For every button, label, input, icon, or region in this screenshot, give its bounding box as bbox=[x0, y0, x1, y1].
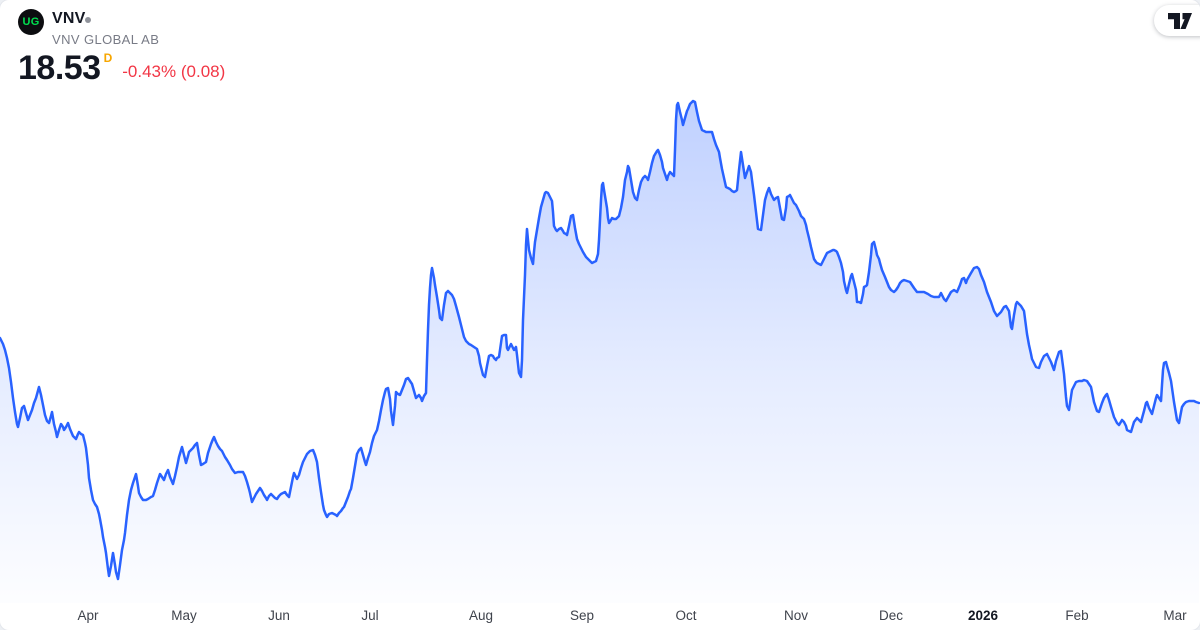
time-axis-label-dec: Dec bbox=[878, 608, 904, 623]
time-axis-label-jun: Jun bbox=[268, 608, 290, 623]
symbol-logo-text: UG bbox=[22, 16, 40, 28]
time-axis-label-apr: Apr bbox=[77, 608, 99, 623]
time-axis-label-2026: 2026 bbox=[967, 608, 999, 623]
time-axis-label-jul: Jul bbox=[361, 608, 379, 623]
time-axis-label-mar: Mar bbox=[1163, 608, 1187, 623]
price-row: 18.53 D -0.43% (0.08) bbox=[18, 51, 225, 85]
market-status-icon bbox=[85, 17, 91, 23]
company-name: VNV GLOBAL AB bbox=[52, 32, 160, 47]
tradingview-logo-icon bbox=[1168, 12, 1192, 29]
price-line bbox=[0, 99, 1200, 581]
tradingview-logo[interactable] bbox=[1154, 5, 1200, 36]
time-axis-label-may: May bbox=[171, 608, 197, 623]
time-axis-label-feb: Feb bbox=[1065, 608, 1089, 623]
time-axis-label-sep: Sep bbox=[569, 608, 595, 623]
last-price: 18.53 bbox=[18, 49, 101, 87]
price-change: -0.43% (0.08) bbox=[122, 62, 226, 81]
interval-badge: D bbox=[103, 51, 113, 65]
area-fill bbox=[0, 101, 1199, 603]
symbol-logo: UG bbox=[18, 9, 44, 35]
time-axis-label-oct: Oct bbox=[675, 608, 697, 623]
time-axis-label-aug: Aug bbox=[468, 608, 494, 623]
time-axis-label-nov: Nov bbox=[783, 608, 809, 623]
ticker-symbol: VNV bbox=[52, 10, 86, 27]
